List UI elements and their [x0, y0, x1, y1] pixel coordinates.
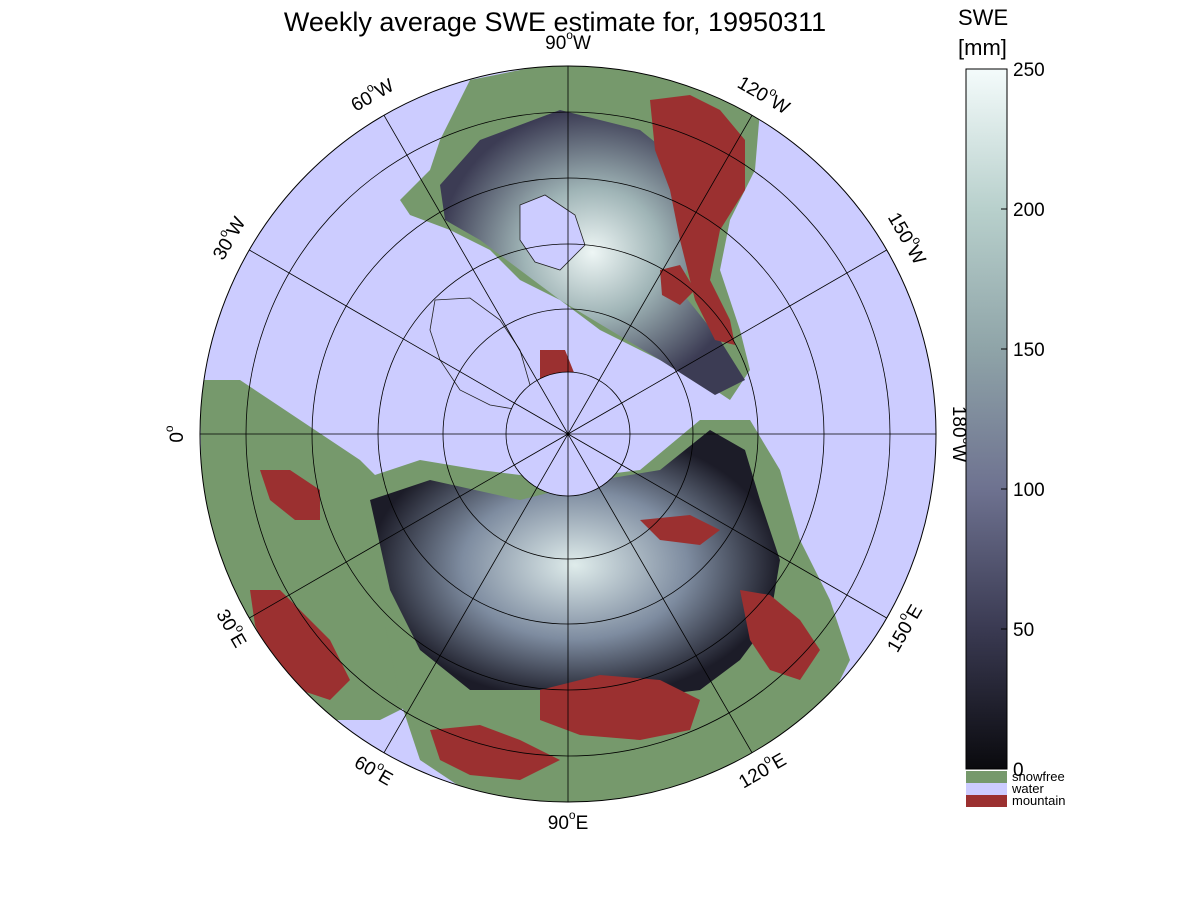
longitude-label: 90oE [548, 808, 589, 834]
colorbar-tick-label: 50 [1013, 620, 1034, 641]
colorbar-label-units: [mm] [958, 35, 1007, 60]
colorbar-label-swe: SWE [958, 5, 1008, 30]
longitude-label: 0o [162, 425, 188, 443]
legend-swatch-water [966, 783, 1007, 795]
colorbar-tick-label: 200 [1013, 200, 1045, 221]
colorbar-ticks: 0 50 100 150 200 250 [1001, 60, 1045, 781]
graticule [200, 66, 936, 802]
colorbar-tick-label: 0 [1013, 760, 1024, 781]
chart-title: Weekly average SWE estimate for, 1995031… [284, 7, 826, 37]
legend-label-water: water [1011, 781, 1044, 796]
legend-label-snowfree: snowfree [1012, 769, 1065, 784]
colorbar-gradient [965, 68, 1008, 770]
map-border [199, 65, 937, 803]
colorbar-tick-label: 250 [1013, 60, 1045, 81]
legend-swatch-snowfree [966, 771, 1007, 783]
colorbar-tick-label: 150 [1013, 340, 1045, 361]
meridian-lines [200, 66, 936, 802]
longitude-label: 60oW [345, 71, 398, 116]
meridian-line [249, 249, 887, 619]
colorbar: SWE [mm] 0 50 100 150 200 250 [958, 5, 1045, 781]
longitude-label: 30oW [205, 211, 250, 264]
colorbar-tick-label: 100 [1013, 480, 1045, 501]
legend-label-mountain: mountain [1012, 793, 1065, 808]
hudson-bay [519, 194, 586, 271]
longitude-label: 90oW [545, 28, 591, 54]
legend-swatch-mountain [966, 795, 1007, 807]
